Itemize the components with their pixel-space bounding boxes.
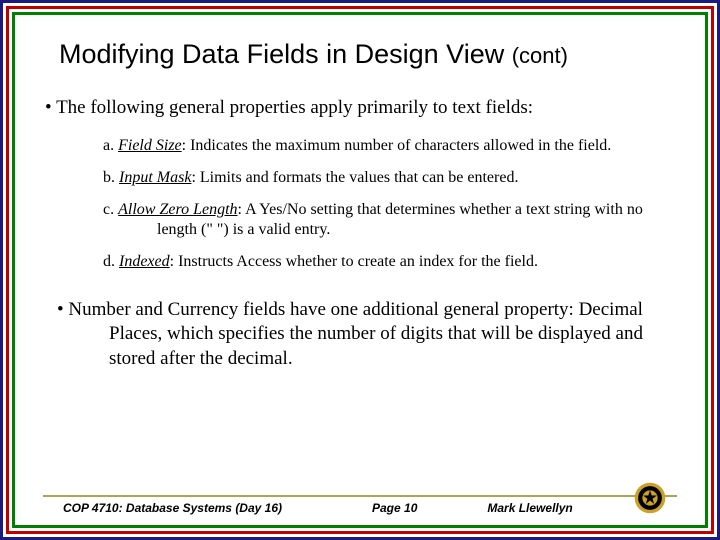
item-term: Field Size — [118, 137, 182, 154]
title-main: Modifying Data Fields in Design View — [59, 39, 504, 69]
item-desc: : Indicates the maximum number of charac… — [182, 137, 612, 154]
item-letter: c. — [103, 201, 114, 218]
ucf-logo-icon — [633, 481, 667, 515]
slide: Modifying Data Fields in Design View (co… — [0, 0, 720, 540]
border-mid: Modifying Data Fields in Design View (co… — [6, 6, 714, 534]
property-list: a. Field Size: Indicates the maximum num… — [103, 136, 657, 272]
item-letter: b. — [103, 169, 115, 186]
item-letter: a. — [103, 137, 114, 154]
bullet-number-currency: Number and Currency fields have one addi… — [43, 298, 677, 372]
list-item: c. Allow Zero Length: A Yes/No setting t… — [103, 200, 657, 240]
item-letter: d. — [103, 253, 115, 270]
footer-page: Page 10 — [372, 501, 417, 515]
footer-course: COP 4710: Database Systems (Day 16) — [63, 501, 282, 515]
list-item: d. Indexed: Instructs Access whether to … — [103, 252, 657, 272]
item-term: Indexed — [119, 253, 170, 270]
item-desc: : Limits and formats the values that can… — [191, 169, 518, 186]
item-desc: : Instructs Access whether to create an … — [170, 253, 538, 270]
list-item: a. Field Size: Indicates the maximum num… — [103, 136, 657, 156]
footer: COP 4710: Database Systems (Day 16) Page… — [43, 495, 677, 515]
title-cont: (cont) — [512, 43, 568, 68]
bullet-intro: The following general properties apply p… — [43, 96, 677, 120]
slide-content: Modifying Data Fields in Design View (co… — [12, 12, 708, 528]
item-term: Input Mask — [119, 169, 191, 186]
footer-author: Mark Llewellyn — [487, 501, 572, 515]
list-item: b. Input Mask: Limits and formats the va… — [103, 168, 657, 188]
item-term: Allow Zero Length — [118, 201, 237, 218]
slide-title: Modifying Data Fields in Design View (co… — [59, 39, 677, 70]
